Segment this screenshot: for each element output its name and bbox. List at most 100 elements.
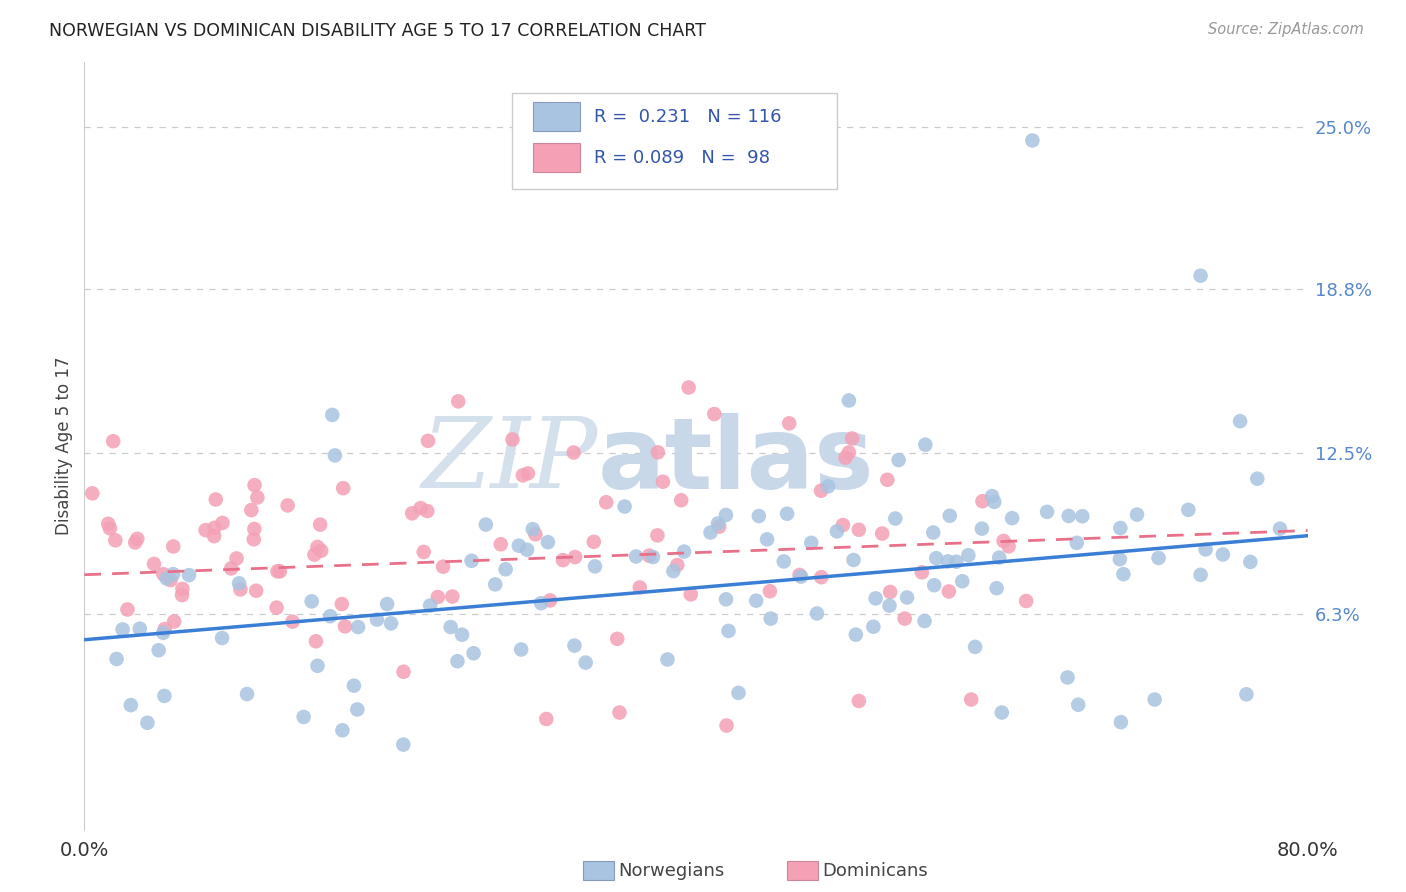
Point (225, 551, 247, 566)
Point (756, 533, 779, 547)
Point (117, 602, 139, 616)
Point (202, 529, 225, 543)
Point (1239, 555, 1261, 569)
Point (162, 540, 184, 554)
Point (309, 517, 332, 532)
Point (988, 550, 1011, 565)
Point (127, 532, 149, 546)
Point (211, 516, 233, 530)
Point (666, 558, 689, 572)
Point (446, 654, 468, 668)
Point (879, 599, 901, 613)
Point (246, 491, 269, 505)
Point (848, 523, 870, 537)
Point (800, 536, 823, 550)
Point (1112, 567, 1135, 582)
Point (652, 475, 675, 489)
Point (375, 597, 398, 611)
Point (228, 576, 250, 591)
Point (301, 594, 323, 608)
Point (562, 445, 585, 459)
Point (538, 593, 561, 607)
Point (922, 578, 945, 592)
Point (776, 507, 799, 521)
Point (727, 686, 749, 700)
Point (716, 718, 738, 732)
Point (105, 652, 128, 666)
Point (709, 519, 731, 533)
Point (970, 522, 993, 536)
Point (172, 582, 194, 596)
Point (323, 449, 346, 463)
Point (332, 723, 354, 738)
Point (346, 702, 368, 716)
Point (266, 565, 288, 579)
Point (104, 533, 127, 548)
Point (832, 518, 855, 533)
Point (366, 613, 388, 627)
Point (1001, 511, 1024, 525)
Point (638, 549, 661, 563)
Point (236, 687, 259, 701)
Point (269, 564, 291, 578)
Point (426, 590, 449, 604)
Point (993, 533, 1015, 548)
Point (537, 535, 560, 549)
Point (673, 544, 696, 558)
Point (162, 567, 184, 582)
Point (524, 527, 547, 541)
Point (595, 495, 617, 509)
Point (447, 394, 470, 409)
Point (120, 698, 142, 712)
Text: Source: ZipAtlas.com: Source: ZipAtlas.com (1208, 22, 1364, 37)
Point (155, 572, 177, 586)
Point (657, 652, 679, 666)
Point (981, 489, 1004, 503)
Point (163, 615, 186, 629)
Point (1212, 548, 1234, 562)
Point (564, 550, 586, 565)
Point (111, 623, 134, 637)
Point (870, 526, 893, 541)
Point (152, 625, 174, 640)
Point (997, 539, 1019, 553)
Point (564, 639, 586, 653)
Point (432, 559, 454, 574)
Point (522, 522, 544, 536)
Point (1057, 508, 1080, 523)
Point (1194, 542, 1216, 557)
Point (347, 620, 370, 634)
Point (136, 715, 159, 730)
Point (211, 631, 233, 645)
Point (510, 642, 533, 657)
Point (243, 533, 266, 547)
Point (825, 524, 848, 539)
Point (1109, 715, 1132, 730)
Point (194, 523, 217, 537)
Point (965, 640, 987, 654)
Point (703, 407, 725, 421)
Point (333, 619, 356, 633)
Text: NORWEGIAN VS DOMINICAN DISABILITY AGE 5 TO 17 CORRELATION CHART: NORWEGIAN VS DOMINICAN DISABILITY AGE 5 … (49, 22, 706, 40)
Point (392, 665, 415, 679)
Point (759, 612, 782, 626)
Point (717, 624, 740, 638)
Point (810, 483, 832, 498)
Point (204, 521, 226, 535)
Point (153, 689, 176, 703)
Point (575, 656, 598, 670)
Point (1066, 536, 1088, 550)
Point (983, 495, 1005, 509)
Point (790, 569, 813, 583)
Point (266, 600, 288, 615)
Point (834, 450, 856, 465)
Point (938, 584, 960, 599)
Point (330, 597, 353, 611)
Point (332, 481, 354, 495)
Point (1189, 268, 1212, 283)
Point (516, 542, 538, 557)
FancyBboxPatch shape (513, 93, 837, 189)
Point (441, 590, 464, 604)
Point (759, 584, 782, 599)
Point (772, 554, 794, 568)
